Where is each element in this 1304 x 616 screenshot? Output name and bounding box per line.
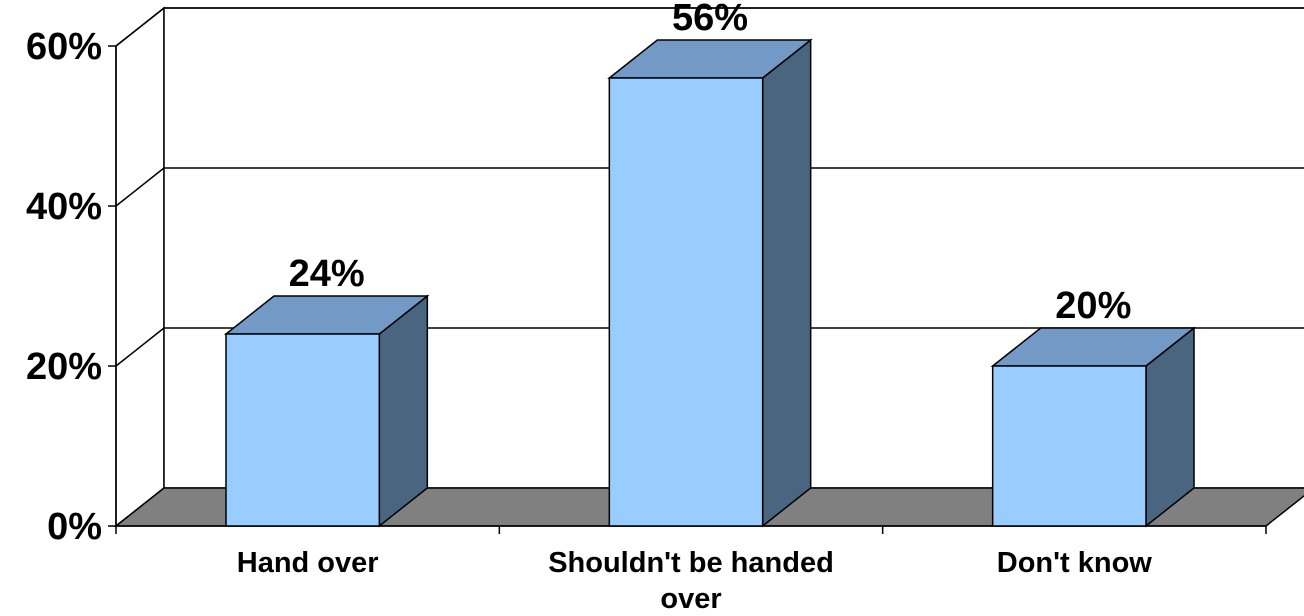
- data-label: 20%: [1055, 285, 1131, 327]
- bar-front: [608, 77, 764, 527]
- y-tick-label: 0%: [47, 506, 102, 548]
- bars: [223, 38, 1197, 528]
- labels: 0% 20% 40% 60% 24% 56% 20% Hand over Shouldn't b…: [26, 0, 1152, 615]
- x-tick-label: Don't know: [997, 547, 1153, 579]
- data-label: 24%: [289, 253, 365, 295]
- gridline-wall: [115, 327, 165, 367]
- bar: [990, 326, 1197, 528]
- data-label: 56%: [672, 0, 748, 39]
- x-tick-label-line: Don't know: [997, 547, 1153, 579]
- bar: [607, 38, 813, 528]
- bar-side: [378, 294, 429, 528]
- y-tick-label: 20%: [26, 346, 102, 388]
- x-tick-label-line: Shouldn't be handed: [548, 547, 834, 579]
- y-tick-label: 40%: [26, 186, 102, 228]
- bar-front: [225, 333, 381, 527]
- x-tick-label: Shouldn't be handed over: [548, 547, 834, 615]
- left-wall: [115, 6, 165, 528]
- x-tick-label-line: Hand over: [237, 547, 379, 579]
- x-tick-label: Hand over: [237, 547, 379, 579]
- gridline-wall: [115, 167, 165, 207]
- gridline-wall: [115, 7, 165, 47]
- x-tick-label-line: over: [660, 583, 721, 615]
- y-tick-label: 60%: [26, 26, 102, 68]
- bar: [223, 294, 430, 528]
- bar-front: [991, 365, 1147, 527]
- bar-side: [761, 38, 812, 528]
